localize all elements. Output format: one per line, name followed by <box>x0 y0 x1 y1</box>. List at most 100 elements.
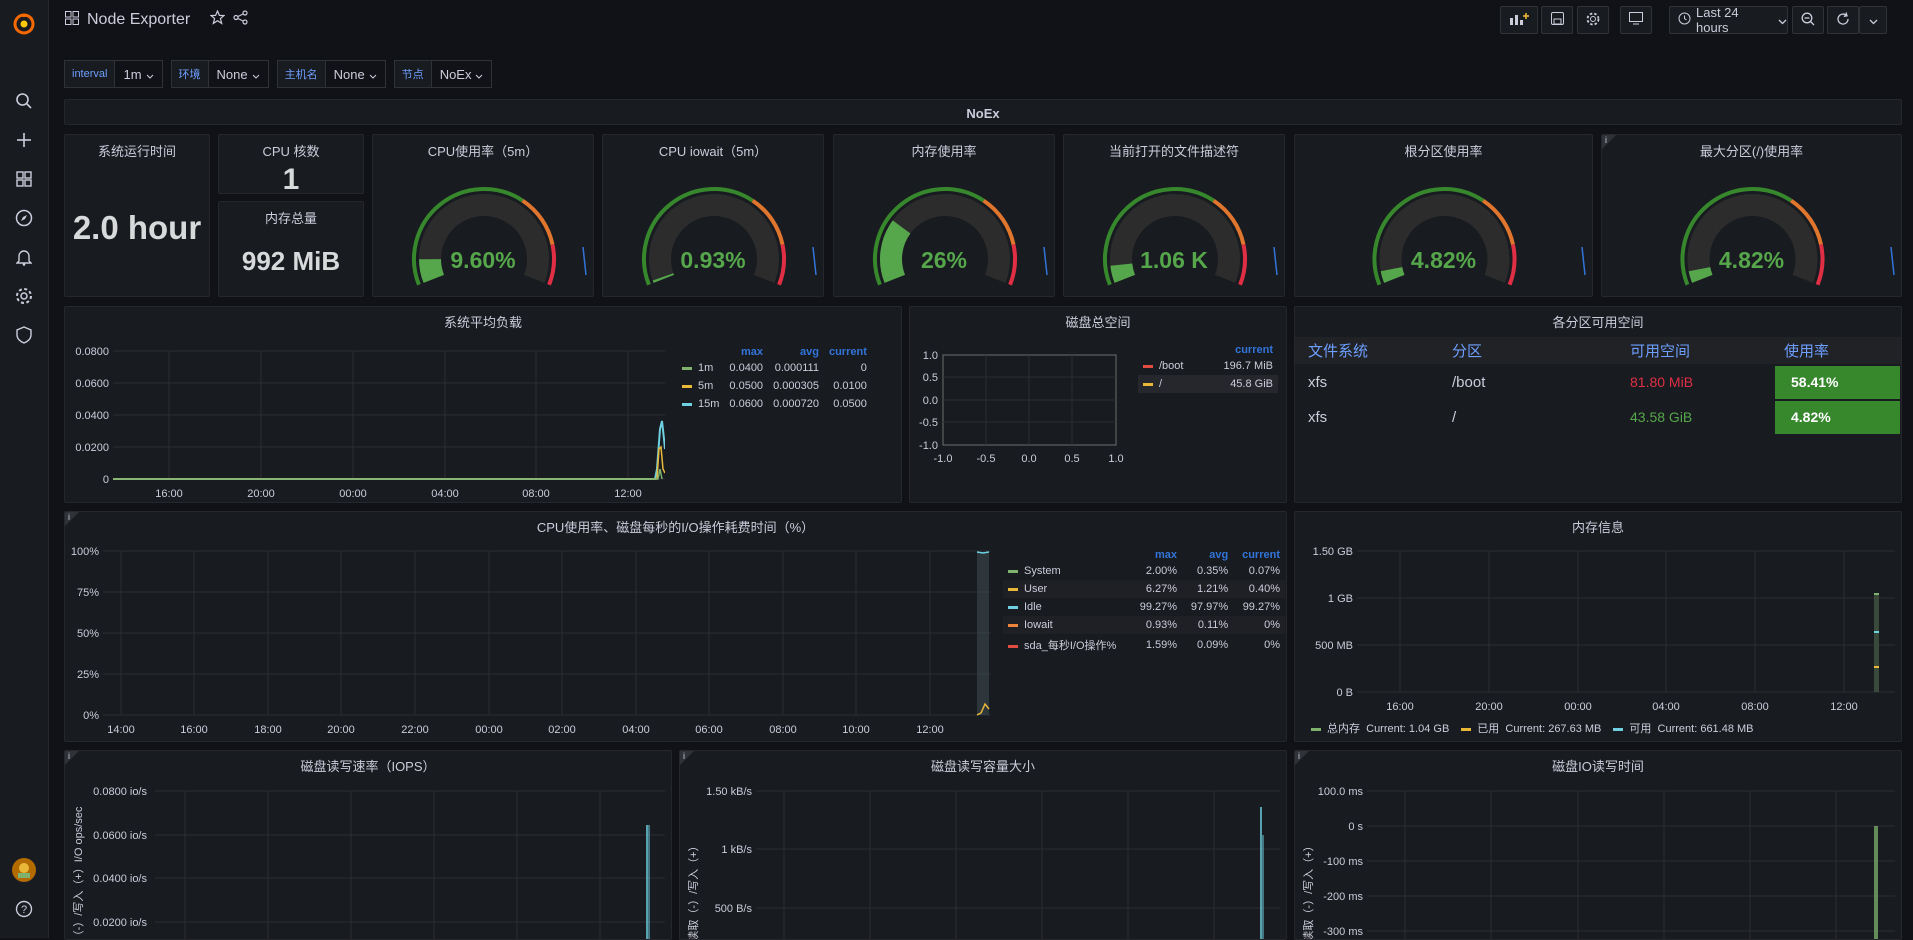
x-tick-label: 22:00 <box>401 724 429 736</box>
y-tick-label: 1 GB <box>1328 593 1353 605</box>
legend-item[interactable]: 可用 Current: 661.48 MB <box>1613 720 1754 736</box>
avatar[interactable] <box>12 858 36 882</box>
chevron-down-icon <box>369 67 377 82</box>
compass-icon[interactable] <box>12 206 36 230</box>
gauge-sparkline <box>1890 246 1895 276</box>
zoom-out-button[interactable] <box>1792 6 1824 34</box>
panel-title: 系统平均负载 <box>443 315 522 330</box>
panel-title: 最大分区(/)使用率 <box>1699 144 1804 159</box>
legend-row[interactable]: 5m 0.0500 0.000305 0.0100 <box>677 377 872 395</box>
info-icon[interactable]: i <box>1602 135 1616 149</box>
info-icon[interactable]: i <box>1295 751 1309 765</box>
gauge-value-fill <box>880 220 911 283</box>
series-name: 5m <box>698 380 714 392</box>
panel-title: 根分区使用率 <box>1404 144 1483 159</box>
legend-row[interactable]: / 45.8 GiB <box>1138 375 1278 393</box>
var-select[interactable]: None <box>325 60 386 88</box>
add-panel-button[interactable] <box>1500 6 1538 34</box>
var-select[interactable]: None <box>208 60 269 88</box>
gauge-value: 4.82% <box>1718 247 1785 273</box>
panel-title: 当前打开的文件描述符 <box>1108 144 1239 159</box>
x-tick-label: 12:00 <box>916 724 944 736</box>
svg-text:?: ? <box>21 904 27 916</box>
gauge-value: 4.82% <box>1410 247 1477 273</box>
series-swatch <box>1461 727 1472 731</box>
y-tick-label: 0 B <box>1336 687 1353 699</box>
column-header[interactable]: 分区 <box>1452 343 1483 360</box>
gauge-value-fill <box>652 273 675 283</box>
panel-title: CPU使用率（5m） <box>427 144 539 159</box>
plus-icon[interactable] <box>12 128 36 152</box>
var-value: NoEx <box>439 66 472 82</box>
column-header[interactable]: 文件系统 <box>1308 343 1369 360</box>
dashboard-title-group: Node Exporter <box>65 9 248 30</box>
legend-row[interactable]: System 2.00% 0.35% 0.07% <box>1003 562 1285 580</box>
search-icon[interactable] <box>12 89 36 113</box>
panel-title: 各分区可用空间 <box>1552 315 1644 330</box>
dashboard-title[interactable]: Node Exporter <box>87 11 191 28</box>
legend-max: 99.27% <box>1139 601 1178 613</box>
legend-avg: 1.21% <box>1196 583 1229 595</box>
y-tick-label: 500 B/s <box>715 903 753 915</box>
var-label: 环境 <box>170 60 209 88</box>
column-header[interactable]: 可用空间 <box>1630 343 1691 360</box>
var-select[interactable]: NoEx <box>431 60 493 88</box>
shield-icon[interactable] <box>12 323 36 347</box>
gauge-threshold-orange <box>521 198 555 246</box>
panel-title: 内存总量 <box>264 211 317 226</box>
legend-item[interactable]: 已用 Current: 267.63 MB <box>1461 720 1601 736</box>
topbar: Node Exporter Last 24 hours <box>49 0 1913 40</box>
disk-total-panel: 磁盘总空间 1.0 0.5 0.0 -0.5 -1.0 -1.0 -0.5 0.… <box>909 306 1287 503</box>
gauge-panel: 根分区使用率 4.82% <box>1294 134 1593 297</box>
share-icon[interactable] <box>233 10 248 30</box>
info-icon[interactable]: i <box>680 751 694 765</box>
legend-row[interactable]: 15m 0.0600 0.000720 0.0500 <box>677 395 872 413</box>
chart-grid <box>756 790 1280 939</box>
series-swatch <box>682 366 692 370</box>
star-icon[interactable] <box>209 9 226 30</box>
refresh-interval-button[interactable] <box>1859 6 1887 34</box>
panel-title: CPU使用率、磁盘每秒的I/O操作耗费时间（%） <box>536 520 815 535</box>
legend-current: 196.7 MiB <box>1223 360 1273 372</box>
legend-row[interactable]: Idle 99.27% 97.97% 99.27% <box>1003 598 1285 616</box>
info-icon[interactable]: i <box>65 751 79 765</box>
legend-row[interactable]: /boot 196.7 MiB <box>1138 357 1278 375</box>
legend-current: Current: 267.63 MB <box>1505 723 1602 735</box>
tv-mode-button[interactable] <box>1620 6 1652 34</box>
bell-icon[interactable] <box>12 245 36 269</box>
row-header[interactable]: NoEx <box>64 99 1902 125</box>
legend-row[interactable]: Iowait 0.93% 0.11% 0% <box>1003 616 1285 634</box>
save-button[interactable] <box>1541 6 1573 34</box>
y-tick-label: 0.0800 <box>75 346 109 358</box>
legend-row[interactable]: sda_每秒I/O操作% 1.59% 0.09% 0% <box>1003 634 1285 656</box>
legend-avg: 0.000111 <box>774 362 819 374</box>
legend-avg: 0.000720 <box>773 398 819 410</box>
legend-row[interactable]: User 6.27% 1.21% 0.40% <box>1003 580 1285 598</box>
help-icon[interactable]: ? <box>12 897 36 921</box>
x-tick-label: 04:00 <box>622 724 650 736</box>
mem-total-value: 992 MiB <box>241 246 341 276</box>
gear-icon[interactable] <box>12 284 36 308</box>
legend-current: Current: 1.04 GB <box>1366 723 1450 735</box>
settings-button[interactable] <box>1577 6 1609 34</box>
series-line-1m <box>113 468 663 480</box>
chart-grid <box>943 355 1116 445</box>
var-label: 节点 <box>393 60 432 88</box>
grafana-logo-icon[interactable] <box>9 8 39 38</box>
gear-icon <box>1586 12 1600 29</box>
table-row: xfs /boot 81.80 MiB 58.41% <box>1295 365 1901 400</box>
table-row: xfs / 43.58 GiB 4.82% <box>1295 400 1901 435</box>
legend-row[interactable]: 1m 0.0400 0.000111 0 <box>677 359 872 377</box>
gauge-threshold-red <box>777 244 786 286</box>
var-select[interactable]: 1m <box>115 60 163 88</box>
gauge-value: 0.93% <box>680 247 746 273</box>
dashboards-icon[interactable] <box>12 167 36 191</box>
gauge-sparkline <box>582 246 587 276</box>
time-picker-button[interactable]: Last 24 hours <box>1669 5 1788 35</box>
refresh-button[interactable] <box>1827 6 1859 34</box>
chevron-down-icon <box>1869 13 1878 28</box>
column-header[interactable]: 使用率 <box>1784 343 1830 360</box>
y-tick-label: 0 s <box>1348 821 1363 833</box>
info-icon[interactable]: i <box>65 512 79 526</box>
legend-item[interactable]: 总内存 Current: 1.04 GB <box>1311 720 1449 736</box>
